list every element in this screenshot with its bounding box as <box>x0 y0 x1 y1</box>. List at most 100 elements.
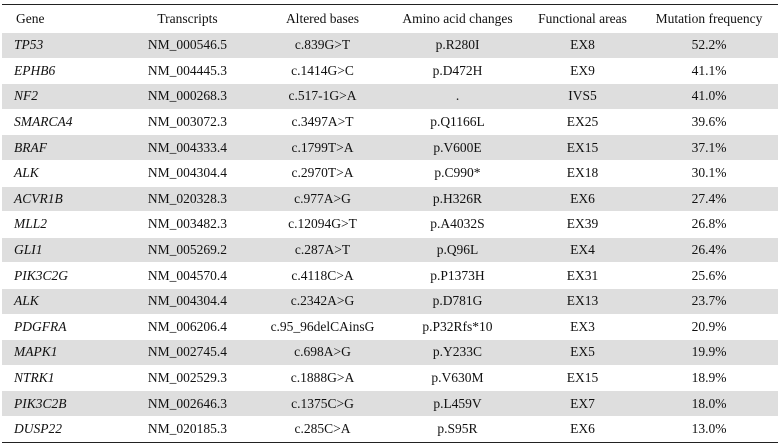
gene-cell: PIK3C2B <box>2 390 120 417</box>
mutation-frequency-cell: 20.9% <box>640 313 778 340</box>
functional-area-cell: EX15 <box>525 364 640 391</box>
table-row: ALK NM_004304.4 c.2342A>G p.D781G EX13 23.7% <box>2 287 778 315</box>
mutation-frequency-cell: 19.9% <box>640 339 778 366</box>
altered-bases-cell: c.3497A>T <box>255 108 390 135</box>
altered-bases-cell: c.1888G>A <box>255 364 390 391</box>
mutation-frequency-cell: 13.0% <box>640 415 778 442</box>
gene-cell: TP53 <box>2 32 120 59</box>
altered-bases-cell: c.2970T>A <box>255 159 390 187</box>
mutation-frequency-cell: 37.1% <box>640 134 778 161</box>
table-header: Gene Transcripts Altered bases Amino aci… <box>2 4 778 33</box>
gene-cell: GLI1 <box>2 236 120 263</box>
functional-area-cell: EX3 <box>525 313 640 340</box>
mutation-frequency-cell: 26.4% <box>640 236 778 263</box>
transcript-cell: NM_005269.2 <box>120 236 255 263</box>
mutation-frequency-cell: 26.8% <box>640 211 778 238</box>
functional-area-cell: EX31 <box>525 262 640 289</box>
mutation-frequency-cell: 27.4% <box>640 185 778 212</box>
table-row: NTRK1 NM_002529.3 c.1888G>A p.V630M EX15 18.9… <box>2 364 778 391</box>
altered-bases-cell: c.4118C>A <box>255 262 390 289</box>
table-row: ALK NM_004304.4 c.2970T>A p.C990* EX18 30.1% <box>2 159 778 187</box>
mutation-frequency-cell: 25.6% <box>640 262 778 289</box>
transcript-cell: NM_006206.4 <box>120 313 255 340</box>
gene-cell: PIK3C2G <box>2 262 120 289</box>
functional-area-cell: EX7 <box>525 390 640 417</box>
mutation-frequency-cell: 23.7% <box>640 287 778 315</box>
gene-cell: EPHB6 <box>2 57 120 84</box>
altered-bases-cell: c.2342A>G <box>255 287 390 315</box>
functional-area-cell: EX6 <box>525 415 640 442</box>
amino-acid-change-cell: p.V600E <box>390 134 525 161</box>
gene-cell: NF2 <box>2 83 120 110</box>
header-functional-areas: Functional areas <box>538 10 627 26</box>
functional-area-cell: EX4 <box>525 236 640 263</box>
table-row: PIK3C2G NM_004570.4 c.4118C>A p.P1373H EX31 2… <box>2 262 778 289</box>
header-mutation-frequency: Mutation frequency <box>655 10 763 26</box>
transcript-cell: NM_004304.4 <box>120 159 255 187</box>
table-row: BRAF NM_004333.4 c.1799T>A p.V600E EX15 37.1% <box>2 134 778 161</box>
altered-bases-cell: c.517-1G>A <box>255 83 390 110</box>
mutation-table: Gene Transcripts Altered bases Amino aci… <box>2 4 778 443</box>
altered-bases-cell: c.287A>T <box>255 236 390 263</box>
mutation-frequency-cell: 41.1% <box>640 57 778 84</box>
functional-area-cell: EX5 <box>525 339 640 366</box>
amino-acid-change-cell: p.D781G <box>390 287 525 315</box>
mutation-frequency-cell: 39.6% <box>640 108 778 135</box>
functional-area-cell: EX9 <box>525 57 640 84</box>
mutation-frequency-cell: 52.2% <box>640 32 778 59</box>
table-row: PDGFRA NM_006206.4 c.95_96delCAinsG p.P32Rf… <box>2 313 778 340</box>
amino-acid-change-cell: p.Q1166L <box>390 108 525 135</box>
gene-cell: ACVR1B <box>2 185 120 212</box>
header-row: Gene Transcripts Altered bases Amino aci… <box>2 4 778 33</box>
altered-bases-cell: c.95_96delCAinsG <box>255 313 390 340</box>
table-row: GLI1 NM_005269.2 c.287A>T p.Q96L EX4 26.4% <box>2 236 778 263</box>
transcript-cell: NM_004570.4 <box>120 262 255 289</box>
mutation-frequency-cell: 30.1% <box>640 159 778 187</box>
gene-cell: ALK <box>2 287 120 315</box>
functional-area-cell: IVS5 <box>525 83 640 110</box>
transcript-cell: NM_003072.3 <box>120 108 255 135</box>
functional-area-cell: EX18 <box>525 159 640 187</box>
header-amino-acid-changes: Amino acid changes <box>402 10 513 26</box>
table-row: ACVR1B NM_020328.3 c.977A>G p.H326R EX6 27.4% <box>2 185 778 212</box>
functional-area-cell: EX6 <box>525 185 640 212</box>
amino-acid-change-cell: p.V630M <box>390 364 525 391</box>
transcript-cell: NM_004333.4 <box>120 134 255 161</box>
table-row: SMARCA4 NM_003072.3 c.3497A>T p.Q1166L EX25 3… <box>2 108 778 135</box>
altered-bases-cell: c.1414G>C <box>255 57 390 84</box>
transcript-cell: NM_000546.5 <box>120 32 255 59</box>
altered-bases-cell: c.1375C>G <box>255 390 390 417</box>
table-row: MAPK1 NM_002745.4 c.698A>G p.Y233C EX5 19.9% <box>2 339 778 366</box>
gene-cell: DUSP22 <box>2 415 120 442</box>
altered-bases-cell: c.698A>G <box>255 339 390 366</box>
amino-acid-change-cell: p.P1373H <box>390 262 525 289</box>
amino-acid-change-cell: p.R280I <box>390 32 525 59</box>
table-row: TP53 NM_000546.5 c.839G>T p.R280I EX8 52.2% <box>2 32 778 59</box>
amino-acid-change-cell: p.C990* <box>390 159 525 187</box>
amino-acid-change-cell: . <box>390 83 525 110</box>
gene-cell: ALK <box>2 159 120 187</box>
transcript-cell: NM_003482.3 <box>120 211 255 238</box>
table-row: EPHB6 NM_004445.3 c.1414G>C p.D472H EX9 41.1% <box>2 57 778 84</box>
gene-cell: SMARCA4 <box>2 108 120 135</box>
amino-acid-change-cell: p.S95R <box>390 415 525 442</box>
amino-acid-change-cell: p.H326R <box>390 185 525 212</box>
transcript-cell: NM_004445.3 <box>120 57 255 84</box>
transcript-cell: NM_020185.3 <box>120 415 255 442</box>
gene-cell: MLL2 <box>2 211 120 238</box>
table-row: NF2 NM_000268.3 c.517-1G>A. IVS5 41.0% <box>2 83 778 110</box>
amino-acid-change-cell: p.D472H <box>390 57 525 84</box>
gene-cell: BRAF <box>2 134 120 161</box>
header-transcripts: Transcripts <box>157 10 218 26</box>
altered-bases-cell: c.977A>G <box>255 185 390 212</box>
transcript-cell: NM_004304.4 <box>120 287 255 315</box>
amino-acid-change-cell: p.L459V <box>390 390 525 417</box>
header-altered-bases: Altered bases <box>285 10 360 26</box>
functional-area-cell: EX25 <box>525 108 640 135</box>
functional-area-cell: EX8 <box>525 32 640 59</box>
amino-acid-change-cell: p.A4032S <box>390 211 525 238</box>
mutation-table-container: Gene Transcripts Altered bases Amino aci… <box>2 4 778 443</box>
altered-bases-cell: c.839G>T <box>255 32 390 59</box>
mutation-frequency-cell: 41.0% <box>640 83 778 110</box>
functional-area-cell: EX15 <box>525 134 640 161</box>
